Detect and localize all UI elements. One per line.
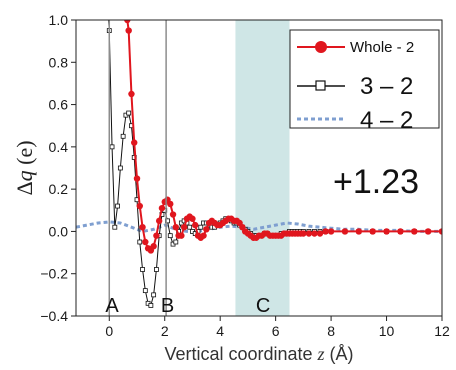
whole-point: [133, 175, 141, 182]
whole-point: [300, 230, 307, 237]
y-axis-label: Δq (e): [12, 140, 37, 195]
whole-point: [158, 204, 166, 212]
whole-point: [124, 20, 131, 24]
whole-point: [153, 232, 160, 239]
three-point: [142, 288, 148, 294]
series-whole: [124, 20, 442, 254]
whole-point: [169, 211, 177, 218]
whole-point: [131, 139, 138, 146]
x-axis-label-var: z: [317, 344, 325, 364]
series-four: [76, 220, 442, 233]
three-point: [198, 224, 204, 230]
y-tick-label: 0.6: [49, 97, 69, 113]
x-axis-label: Vertical coordinate z (Å): [164, 344, 353, 364]
whole-point: [128, 90, 135, 98]
x-tick-label: 0: [105, 323, 113, 339]
y-tick-label: 0.0: [49, 223, 69, 239]
whole-point: [189, 215, 196, 222]
whole-point: [125, 27, 132, 34]
legend-whole-marker: [315, 41, 327, 53]
three-point: [154, 267, 159, 272]
three-point: [112, 224, 118, 230]
three-point: [173, 239, 179, 245]
three-point: [148, 303, 154, 308]
charge-annotation: +1.23: [333, 163, 419, 201]
series-layer: [76, 7, 442, 308]
y-axis-label-unit: (e): [12, 140, 37, 170]
whole-point: [150, 243, 157, 250]
whole-point: [316, 230, 324, 237]
three-point: [109, 144, 115, 150]
three-point: [115, 203, 120, 209]
whole-point: [311, 230, 318, 237]
y-tick-label: 0.8: [49, 54, 69, 70]
whole-point: [200, 232, 207, 239]
x-tick-label: 6: [272, 323, 280, 339]
whole-point: [203, 226, 210, 233]
whole-point: [139, 224, 146, 231]
x-tick-label: 8: [327, 323, 335, 339]
three-point: [151, 292, 157, 298]
x-tick-label: 2: [161, 323, 169, 339]
y-axis-label-main: Δ: [12, 181, 37, 195]
three-point: [187, 224, 193, 230]
whole-point: [136, 202, 143, 210]
whole-point: [155, 217, 163, 225]
region-label-c: C: [256, 295, 270, 317]
whole-point: [172, 224, 180, 231]
x-tick-label: 12: [434, 323, 450, 339]
three-point: [140, 267, 145, 272]
whole-point: [305, 230, 313, 237]
x-tick-label: 4: [216, 323, 224, 339]
whole-point: [142, 238, 149, 246]
plot-frame: [75, 19, 443, 317]
three-point: [117, 165, 123, 171]
three-point: [106, 7, 110, 11]
whole-point: [178, 232, 185, 239]
region-label-b: B: [161, 295, 174, 317]
y-axis-label-var: q: [12, 170, 37, 181]
y-tick-label: 1.0: [49, 12, 69, 28]
three-point: [120, 133, 126, 139]
x-axis: 0 2 4 6 8 10 12: [105, 316, 450, 339]
three-point: [137, 239, 143, 245]
three-point: [167, 233, 173, 239]
x-tick-label: 10: [379, 323, 395, 339]
series-four-line: [76, 220, 442, 233]
whole-point: [322, 228, 329, 235]
region-labels: A B C: [105, 295, 270, 317]
whole-point: [383, 228, 390, 235]
y-tick-label: −0.2: [40, 266, 68, 282]
whole-point: [192, 221, 199, 229]
y-tick-label: 0.2: [49, 181, 69, 197]
region-c-shading: [235, 20, 290, 316]
y-tick-label: 0.4: [49, 139, 69, 155]
whole-point: [341, 228, 349, 235]
whole-point: [327, 228, 335, 235]
legend-whole-label: Whole - 2: [350, 39, 414, 56]
legend-three-marker: [315, 80, 326, 91]
three-point: [126, 110, 132, 116]
x-axis-label-prefix: Vertical coordinate: [164, 344, 317, 364]
whole-point: [355, 228, 363, 235]
whole-point: [411, 228, 418, 235]
whole-point: [424, 228, 432, 235]
region-label-a: A: [105, 295, 119, 317]
region-marker-lines: [108, 20, 167, 316]
y-tick-label: −0.4: [40, 308, 68, 324]
y-axis: −0.4 −0.2 0.0 0.2 0.4 0.6 0.8 1.0: [40, 12, 76, 324]
whole-point: [167, 200, 174, 208]
legend-three-label: 3 – 2: [360, 73, 413, 100]
whole-point: [180, 224, 188, 231]
legend-four-label: 4 – 2: [360, 107, 413, 134]
x-axis-label-suffix: (Å): [325, 344, 354, 364]
legend: Whole - 2 3 – 2 4 – 2: [289, 29, 440, 134]
whole-point: [397, 228, 404, 235]
whole-point: [438, 228, 442, 235]
whole-point: [369, 228, 376, 235]
